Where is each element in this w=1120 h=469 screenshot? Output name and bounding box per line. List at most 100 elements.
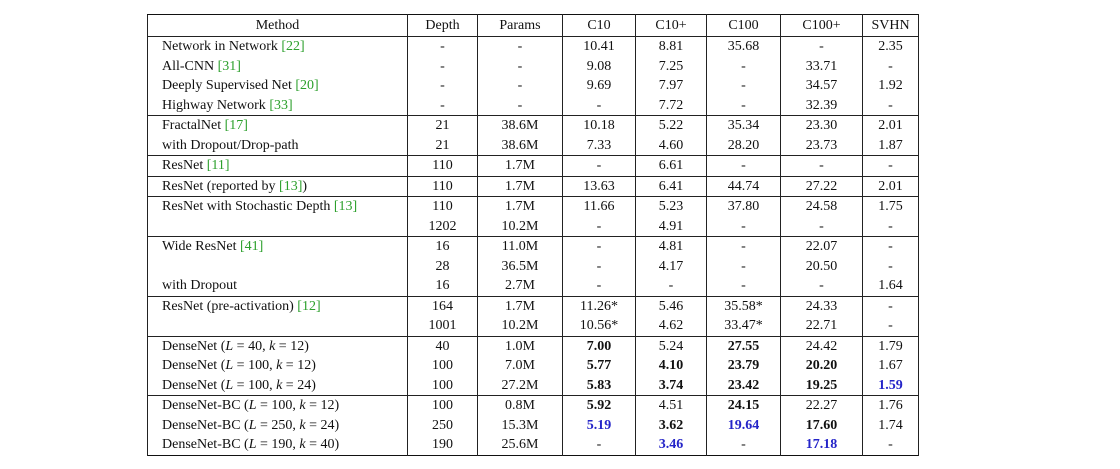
value-cell: -: [706, 95, 781, 116]
value-cell: 1.7M: [477, 296, 563, 316]
method-text: = 100,: [256, 398, 300, 414]
method-cell: ResNet with Stochastic Depth [13]: [147, 196, 408, 217]
method-text: = 250,: [256, 417, 300, 433]
value-cell: 25.6M: [477, 435, 563, 455]
method-text: DenseNet-BC (: [162, 398, 249, 414]
method-text: ResNet: [162, 158, 207, 174]
value-cell: 2.01: [862, 176, 919, 197]
value-cell: 7.97: [635, 76, 707, 96]
method-text: FractalNet: [162, 118, 225, 134]
value-cell: 15.3M: [477, 415, 563, 435]
table-row: with Dropout 16 2.7M - - - -1.64: [147, 276, 919, 296]
method-text: L: [225, 358, 234, 374]
value-cell: 33.71: [780, 56, 863, 76]
method-text: [11]: [206, 158, 230, 174]
table-row: FractalNet [17] 21 38.6M 10.18 5.22 35.34 23.3…: [147, 115, 919, 136]
method-cell: ResNet (pre-activation) [12]: [147, 296, 408, 316]
method-cell: All-CNN [31]: [147, 56, 408, 76]
value-cell: 22.07: [780, 236, 863, 257]
value-cell: -: [706, 435, 781, 455]
method-cell: DenseNet (L = 100, k = 24): [147, 375, 408, 396]
value-cell: -: [562, 216, 636, 237]
value-cell: -: [706, 216, 781, 237]
table-row: 1202 10.2M -4.91- - -: [147, 216, 919, 237]
value-cell: 38.6M: [477, 115, 563, 136]
value-cell: -: [407, 56, 478, 76]
value-cell: 6.61: [635, 155, 707, 176]
value-cell: 24.58: [780, 196, 863, 217]
value-cell: 11.26*: [562, 296, 636, 316]
method-text: [13]: [333, 199, 358, 215]
row-group: ResNet with Stochastic Depth [13] 110 1.7M…: [147, 196, 919, 237]
method-text: ResNet (reported by: [162, 178, 280, 194]
value-cell: 250: [407, 415, 478, 435]
table-row: DenseNet-BC (L = 250, k = 24) 250 15.3M 5.1…: [147, 415, 919, 435]
value-cell: 10.2M: [477, 316, 563, 336]
method-text: = 12): [275, 338, 309, 354]
row-group: ResNet (reported by [13]) 110 1.7M 13.63 6.4…: [147, 176, 919, 197]
value-cell: 1.64: [862, 276, 919, 296]
header-cell: SVHN: [862, 14, 919, 37]
value-cell: 23.73: [780, 135, 863, 156]
value-cell: 20.20: [780, 356, 863, 376]
value-cell: 1.79: [862, 336, 919, 356]
method-text: [33]: [269, 97, 293, 113]
value-cell: 8.81: [635, 36, 707, 57]
table-row: DenseNet (L = 100, k = 24) 100 27.2M 5.83 3.…: [147, 375, 919, 396]
value-cell: 16: [407, 236, 478, 257]
value-cell: -: [780, 276, 863, 296]
value-cell: 27.2M: [477, 375, 563, 396]
method-cell: DenseNet-BC (L = 190, k = 40): [147, 435, 408, 455]
value-cell: 4.91: [635, 216, 707, 237]
value-cell: 28: [407, 256, 478, 276]
value-cell: 10.2M: [477, 216, 563, 237]
table-row: ResNet with Stochastic Depth [13] 110 1.7M…: [147, 196, 919, 217]
table-row: ResNet (pre-activation) [12] 164 1.7M 11.26…: [147, 296, 919, 316]
value-cell: -: [706, 276, 781, 296]
row-group: DenseNet-BC (L = 100, k = 12) 100 0.8M 5.92…: [147, 395, 919, 455]
value-cell: 23.42: [706, 375, 781, 396]
table-row: All-CNN [31] - -9.08 7.25-33.71-: [147, 56, 919, 76]
value-cell: -: [862, 236, 919, 257]
method-text: ResNet (pre-activation): [162, 298, 298, 314]
method-text: L: [225, 377, 234, 393]
value-cell: -: [407, 76, 478, 96]
method-text: [41]: [239, 239, 264, 255]
value-cell: -: [706, 76, 781, 96]
value-cell: 21: [407, 115, 478, 136]
method-text: L: [248, 417, 257, 433]
value-cell: 35.58*: [706, 296, 781, 316]
method-text: ResNet with Stochastic Depth: [162, 199, 334, 215]
value-cell: 4.51: [635, 395, 707, 416]
method-text: Wide ResNet: [162, 239, 240, 255]
method-text: with Dropout: [162, 278, 238, 294]
value-cell: 10.18: [562, 115, 636, 136]
value-cell: 32.39: [780, 95, 863, 116]
method-text: k: [299, 437, 306, 453]
value-cell: 5.23: [635, 196, 707, 217]
value-cell: 1.75: [862, 196, 919, 217]
method-text: [13]: [279, 178, 303, 194]
header-cell: Method: [147, 14, 408, 37]
value-cell: 7.33: [562, 135, 636, 156]
method-cell: Highway Network [33]: [147, 95, 408, 116]
value-cell: 28.20: [706, 135, 781, 156]
method-cell: [147, 316, 408, 336]
row-group: Network in Network [22] - -10.41 8.81 35.68-…: [147, 36, 919, 116]
method-text: k: [299, 417, 306, 433]
value-cell: 4.81: [635, 236, 707, 257]
value-cell: 3.46: [635, 435, 707, 455]
value-cell: 100: [407, 375, 478, 396]
value-cell: 36.5M: [477, 256, 563, 276]
value-cell: 100: [407, 356, 478, 376]
method-text: DenseNet (: [162, 338, 226, 354]
value-cell: 4.10: [635, 356, 707, 376]
method-text: Network in Network: [162, 39, 282, 55]
value-cell: 16: [407, 276, 478, 296]
method-text: = 12): [282, 358, 316, 374]
value-cell: -: [780, 36, 863, 57]
method-cell: Deeply Supervised Net [20]: [147, 76, 408, 96]
value-cell: -: [562, 276, 636, 296]
value-cell: 33.47*: [706, 316, 781, 336]
